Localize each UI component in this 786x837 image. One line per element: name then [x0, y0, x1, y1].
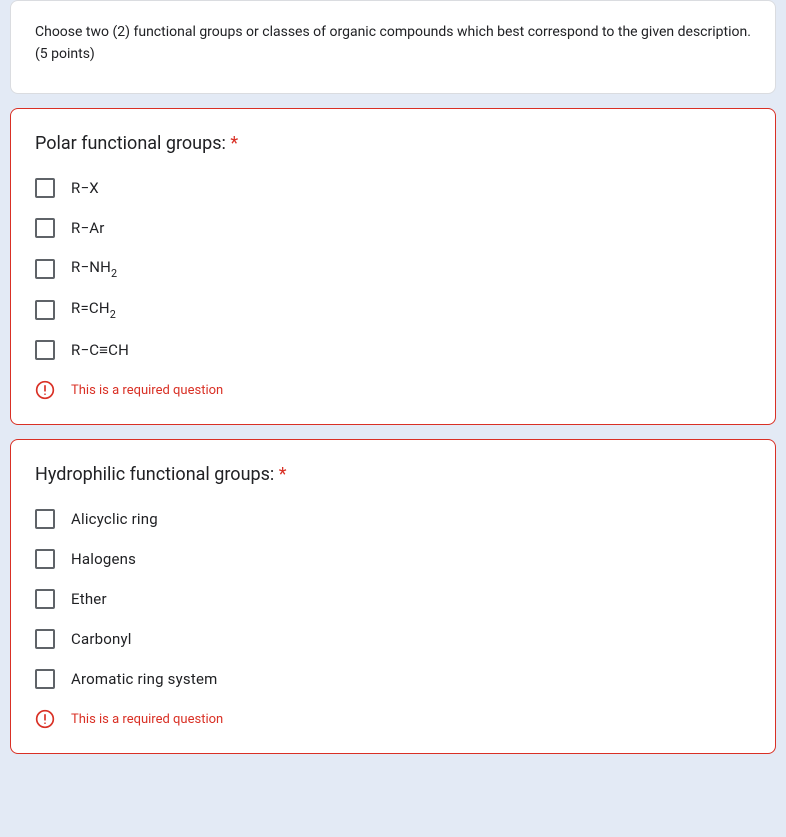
required-asterisk: *	[230, 133, 238, 154]
option-label: Ether	[71, 590, 107, 608]
question-title-text: Hydrophilic functional groups:	[35, 464, 274, 485]
option-label: Aromatic ring system	[71, 670, 217, 688]
checkbox-option[interactable]: Carbonyl	[35, 629, 751, 649]
question-title: Polar functional groups: *	[35, 133, 751, 154]
form-page: Choose two (2) functional groups or clas…	[0, 0, 786, 754]
option-label: Alicyclic ring	[71, 510, 158, 528]
error-row: This is a required question	[35, 709, 751, 729]
checkbox[interactable]	[35, 629, 55, 649]
alert-icon	[35, 709, 55, 729]
alert-icon	[35, 380, 55, 400]
option-label: Halogens	[71, 550, 136, 568]
option-label: R−X	[71, 179, 99, 197]
checkbox[interactable]	[35, 178, 55, 198]
option-label: Carbonyl	[71, 630, 132, 648]
question-card-polar: Polar functional groups: * R−XR−ArR−NH2R…	[10, 108, 776, 425]
checkbox[interactable]	[35, 549, 55, 569]
checkbox-option[interactable]: Halogens	[35, 549, 751, 569]
option-label: R=CH2	[71, 299, 116, 320]
option-label: R−NH2	[71, 258, 117, 279]
option-label: R−C≡CH	[71, 341, 129, 359]
intro-text: Choose two (2) functional groups or clas…	[35, 21, 751, 65]
checkbox[interactable]	[35, 259, 55, 279]
option-label: R−Ar	[71, 219, 105, 237]
checkbox-option[interactable]: R=CH2	[35, 299, 751, 320]
checkbox-option[interactable]: Aromatic ring system	[35, 669, 751, 689]
required-asterisk: *	[279, 464, 287, 485]
checkbox-option[interactable]: R−Ar	[35, 218, 751, 238]
checkbox[interactable]	[35, 340, 55, 360]
checkbox[interactable]	[35, 669, 55, 689]
checkbox[interactable]	[35, 509, 55, 529]
checkbox-option[interactable]: R−X	[35, 178, 751, 198]
question-card-hydrophilic: Hydrophilic functional groups: * Alicycl…	[10, 439, 776, 754]
question-title: Hydrophilic functional groups: *	[35, 464, 751, 485]
error-text: This is a required question	[71, 383, 223, 398]
checkbox[interactable]	[35, 218, 55, 238]
error-row: This is a required question	[35, 380, 751, 400]
intro-card: Choose two (2) functional groups or clas…	[10, 0, 776, 94]
checkbox-option[interactable]: Alicyclic ring	[35, 509, 751, 529]
options-list: R−X R−Ar R−NH2 R=CH2 R−C≡CH	[35, 178, 751, 360]
checkbox-option[interactable]: Ether	[35, 589, 751, 609]
checkbox-option[interactable]: R−C≡CH	[35, 340, 751, 360]
error-text: This is a required question	[71, 712, 223, 727]
question-title-text: Polar functional groups:	[35, 133, 226, 154]
options-list: Alicyclic ring Halogens Ether Carbonyl Aroma…	[35, 509, 751, 689]
checkbox[interactable]	[35, 589, 55, 609]
checkbox[interactable]	[35, 300, 55, 320]
checkbox-option[interactable]: R−NH2	[35, 258, 751, 279]
